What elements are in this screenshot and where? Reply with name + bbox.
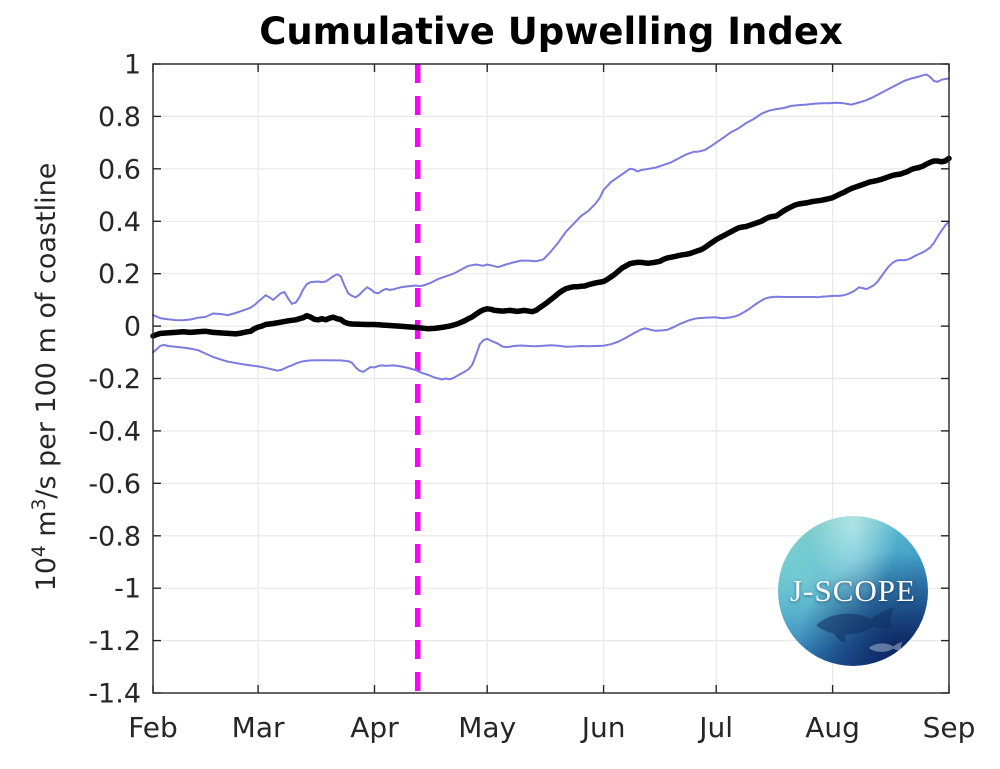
small-fish-icon (868, 641, 903, 652)
x-tick-label: Aug (805, 711, 860, 744)
y-tick-label: -1.2 (88, 626, 141, 657)
y-tick-label: 1 (124, 50, 141, 81)
fish-icon (816, 607, 895, 643)
chart-title: Cumulative Upwelling Index (259, 10, 843, 53)
lower-bound-line (152, 220, 950, 381)
y-tick-label: -0.8 (88, 521, 141, 552)
y-axis-label: 104 m3/s per 100 m of coastline (29, 162, 63, 592)
y-tick-label: -1 (114, 574, 141, 605)
x-tick-label: Apr (350, 711, 399, 744)
x-tick-label: Jul (697, 711, 733, 744)
x-tick-label: Feb (128, 711, 178, 744)
y-tick-label: -0.4 (88, 416, 141, 447)
jscope-logo: J-SCOPE (778, 516, 928, 666)
x-tick-label: Mar (232, 711, 285, 744)
y-tick-label: -1.4 (88, 679, 141, 710)
x-tick-label: May (458, 711, 516, 744)
y-tick-label: 0 (124, 312, 141, 343)
logo-text: J-SCOPE (790, 573, 916, 608)
y-tick-label: -0.6 (88, 469, 141, 500)
y-tick-label: 0.6 (98, 154, 141, 185)
y-tick-label: 0.4 (98, 207, 141, 238)
y-tick-label: 0.8 (98, 102, 141, 133)
y-tick-label: -0.2 (88, 364, 141, 395)
upper-bound-line (152, 73, 950, 322)
mean-line (150, 155, 952, 339)
y-tick-label: 0.2 (98, 259, 141, 290)
x-tick-label: Sep (923, 711, 976, 744)
x-tick-label: Jun (580, 711, 626, 744)
